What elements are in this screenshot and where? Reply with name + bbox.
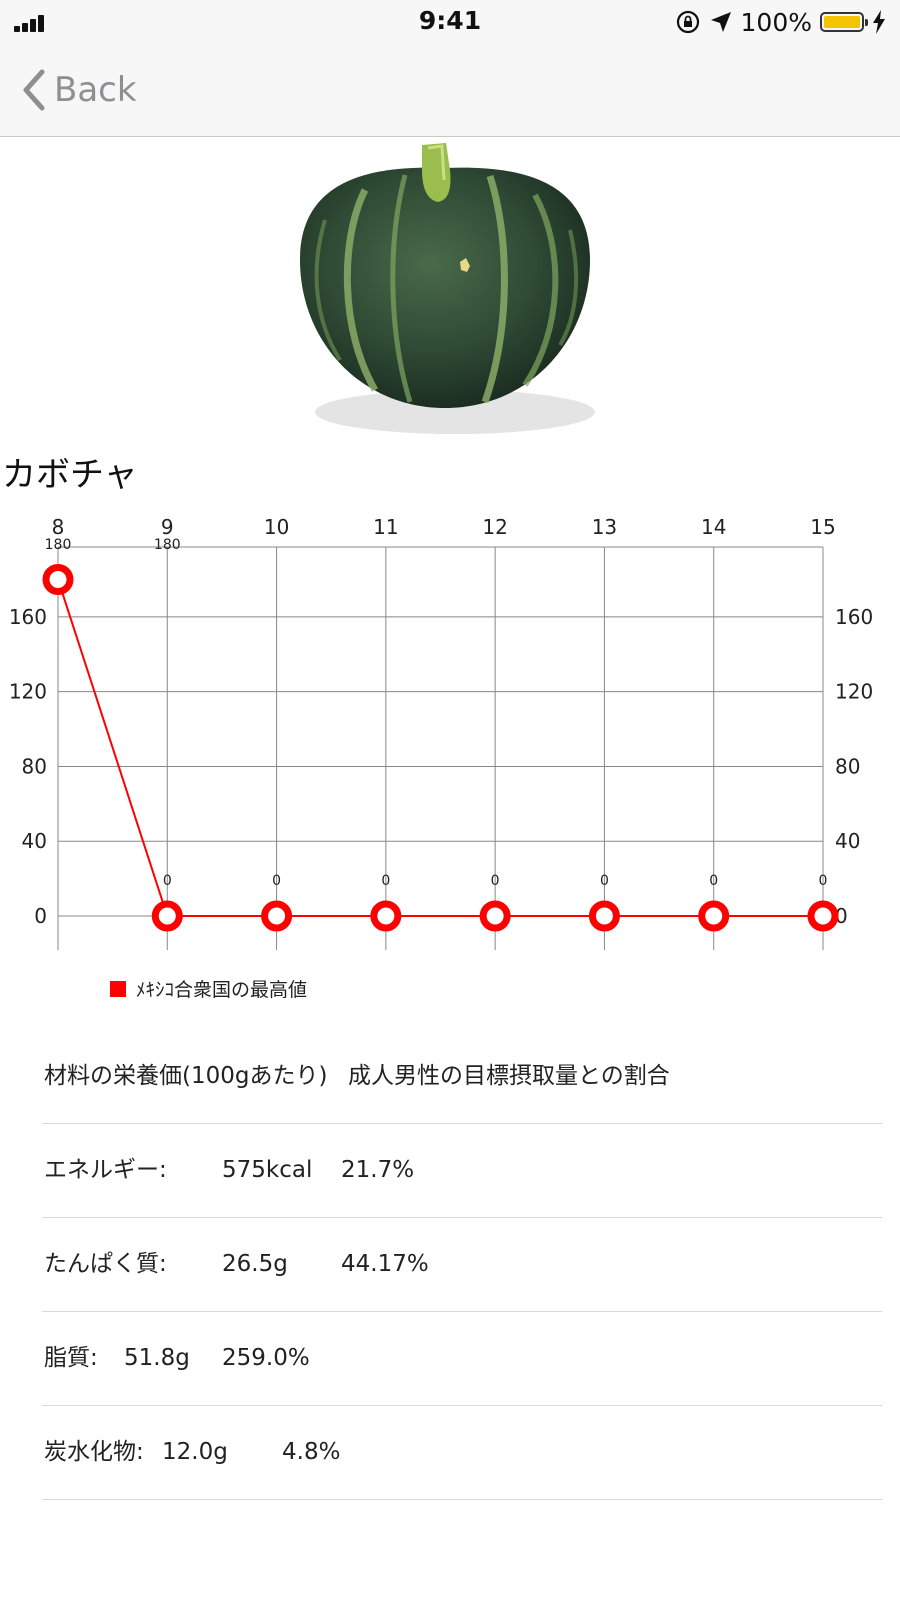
back-label: Back <box>54 70 137 110</box>
nutrition-percent: 4.8% <box>282 1439 341 1465</box>
x-tick-label: 11 <box>373 515 398 539</box>
y-tick-label-left: 0 <box>34 904 47 928</box>
x-tick-label: 10 <box>264 515 289 539</box>
charging-bolt-icon <box>873 10 885 34</box>
data-point <box>151 900 183 932</box>
nutrition-row-fat: 脂質: 51.8g 259.0% <box>42 1312 882 1406</box>
nutrition-row-carbs: 炭水化物: 12.0g 4.8% <box>42 1406 882 1500</box>
chart-legend: ﾒｷｼｺ合衆国の最高値 <box>110 975 307 1002</box>
status-time: 9:41 <box>418 6 482 35</box>
nutrition-amount: 51.8g <box>124 1345 190 1371</box>
y-tick-label-left: 160 <box>9 605 47 629</box>
nutrition-table: 材料の栄養価(100gあたり) 成人男性の目標摂取量との割合 エネルギー: 57… <box>42 1030 882 1500</box>
nutrition-percent: 21.7% <box>341 1157 415 1183</box>
y-tick-label-left: 80 <box>22 754 47 778</box>
nutrition-header-left: 材料の栄養価(100gあたり) <box>44 1063 328 1089</box>
data-point <box>370 900 402 932</box>
orientation-lock-icon <box>676 10 699 34</box>
status-right: 100% <box>675 6 886 38</box>
data-label: 0 <box>272 873 281 889</box>
data-point <box>698 900 730 932</box>
y-tick-label-right: 0 <box>835 904 848 928</box>
x-tick-label: 14 <box>701 515 726 539</box>
battery-icon <box>820 12 868 32</box>
signal-icon <box>14 14 48 32</box>
y-tick-label-right: 120 <box>835 680 873 704</box>
x-tick-sublabel: 180 <box>45 537 72 553</box>
nutrition-percent: 259.0% <box>222 1345 310 1371</box>
nutrition-amount: 12.0g <box>162 1439 228 1465</box>
x-tick-label: 12 <box>482 515 507 539</box>
data-point <box>479 900 511 932</box>
data-label: 0 <box>600 873 609 889</box>
x-tick-label: 15 <box>810 515 835 539</box>
y-tick-label-right: 160 <box>835 605 873 629</box>
nutrition-row-energy: エネルギー: 575kcal 21.7% <box>42 1124 882 1218</box>
x-tick-label: 8 <box>52 515 65 539</box>
nutrition-label: 脂質: <box>44 1345 98 1371</box>
x-tick-label: 13 <box>592 515 617 539</box>
location-arrow-icon <box>710 12 731 32</box>
nutrition-label: 炭水化物: <box>44 1439 144 1465</box>
y-tick-label-right: 40 <box>835 829 860 853</box>
legend-swatch <box>110 980 126 997</box>
y-tick-label-left: 120 <box>9 680 47 704</box>
data-point <box>588 900 620 932</box>
y-tick-label-left: 40 <box>22 829 47 853</box>
y-tick-label-right: 80 <box>835 754 860 778</box>
nutrition-row-protein: たんぱく質: 26.5g 44.17% <box>42 1218 882 1312</box>
series-line <box>57 579 823 917</box>
nutrition-percent: 44.17% <box>341 1251 429 1277</box>
status-bar: 9:41 100% <box>0 0 900 44</box>
nutrition-label: エネルギー: <box>44 1157 167 1183</box>
nutrition-amount: 575kcal <box>222 1157 313 1183</box>
data-point <box>261 900 293 932</box>
data-label: 0 <box>491 873 500 889</box>
nutrition-header: 材料の栄養価(100gあたり) 成人男性の目標摂取量との割合 <box>42 1030 882 1124</box>
chevron-left-icon <box>23 69 45 111</box>
data-label: 0 <box>709 873 718 889</box>
battery-percent: 100% <box>740 7 812 37</box>
nutrition-amount: 26.5g <box>222 1251 288 1277</box>
nutrition-label: たんぱく質: <box>44 1251 167 1277</box>
data-label: 0 <box>381 873 390 889</box>
pumpkin-image <box>300 143 595 434</box>
navigation-bar: Back <box>0 44 900 137</box>
data-label: 0 <box>819 873 828 889</box>
data-point <box>42 563 74 595</box>
product-title: カボチャ <box>2 455 138 495</box>
legend-label: ﾒｷｼｺ合衆国の最高値 <box>136 979 308 1001</box>
x-tick-sublabel: 180 <box>154 537 181 553</box>
nutrition-header-right: 成人男性の目標摂取量との割合 <box>348 1063 670 1089</box>
back-button[interactable]: Back <box>22 64 137 116</box>
data-label: 0 <box>163 873 172 889</box>
x-tick-label: 9 <box>161 515 174 539</box>
data-point <box>807 900 839 932</box>
